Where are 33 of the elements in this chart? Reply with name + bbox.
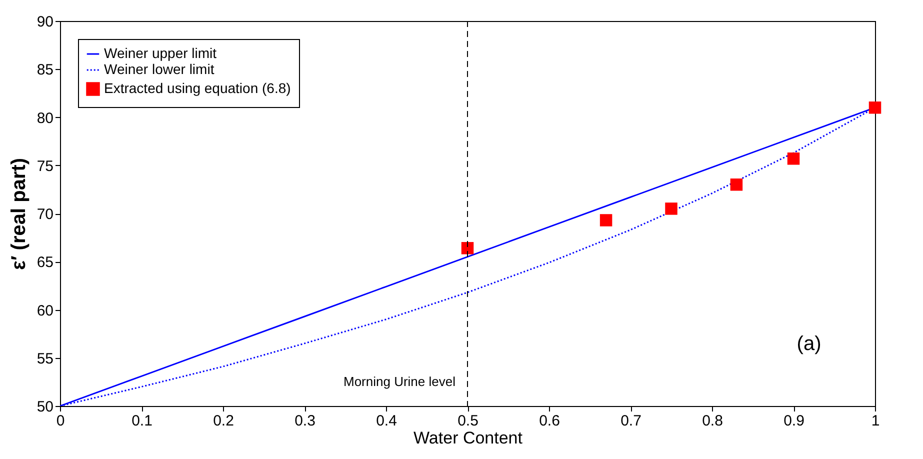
x-tick-label: 0.7 xyxy=(620,412,642,430)
x-tick-label: 0.8 xyxy=(702,412,723,430)
point xyxy=(600,214,612,226)
point xyxy=(730,178,743,191)
x-tick-label: 0.3 xyxy=(294,412,316,430)
y-tick-label: 80 xyxy=(36,110,54,127)
point xyxy=(665,202,678,215)
x-tick-label: 1 xyxy=(871,412,880,430)
x-axis-title: Water Content xyxy=(414,428,523,448)
x-tick-label: 0.1 xyxy=(132,412,152,430)
annotation: Morning Urine level xyxy=(344,374,456,389)
legend-label: Extracted using equation (6.8) xyxy=(104,80,291,96)
x-tick-label: 0.4 xyxy=(376,412,397,430)
y-axis-title: ε′ (real part) xyxy=(8,158,30,270)
point xyxy=(787,152,800,165)
y-tick-label: 55 xyxy=(36,350,54,368)
y-tick-label: 85 xyxy=(36,62,54,79)
y-tick-label: 90 xyxy=(36,14,54,30)
point xyxy=(868,102,882,114)
x-tick-label: 0.2 xyxy=(213,412,234,430)
y-tick-label: 75 xyxy=(36,158,54,175)
x-tick-label: 0 xyxy=(56,412,65,430)
y-tick-label: 60 xyxy=(36,302,54,320)
annotation: (a) xyxy=(796,333,822,355)
point xyxy=(461,242,474,254)
y-tick-label: 65 xyxy=(36,254,54,272)
x-tick-label: 0.6 xyxy=(539,412,560,430)
legend-label: Weiner upper limit xyxy=(104,45,217,61)
y-tick-label: 70 xyxy=(36,206,54,223)
x-tick-label: 0.5 xyxy=(458,412,478,430)
x-tick-label: 0.9 xyxy=(784,412,804,430)
y-tick-label: 50 xyxy=(36,398,54,416)
legend-label: Weiner lower limit xyxy=(104,61,214,77)
